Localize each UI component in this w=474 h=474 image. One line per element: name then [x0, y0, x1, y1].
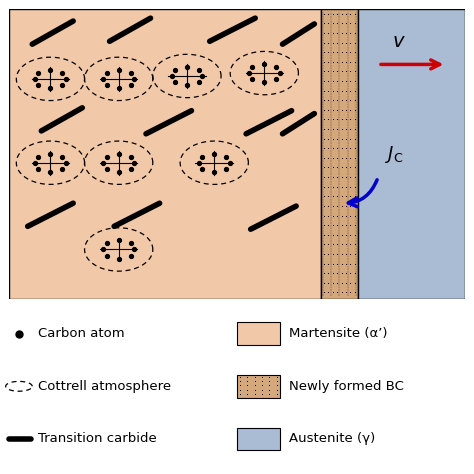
Text: Transition carbide: Transition carbide [38, 432, 157, 446]
Bar [237, 375, 280, 398]
Bar [237, 322, 280, 345]
Text: $J_\mathrm{C}$: $J_\mathrm{C}$ [385, 144, 403, 164]
Text: Carbon atom: Carbon atom [38, 327, 125, 340]
Bar [237, 428, 280, 450]
Bar [357, 9, 465, 299]
Text: Austenite (γ): Austenite (γ) [289, 432, 375, 446]
Bar [321, 9, 357, 299]
Text: Martensite (α’): Martensite (α’) [289, 327, 388, 340]
Text: $v$: $v$ [392, 32, 405, 51]
Text: Cottrell atmosphere: Cottrell atmosphere [38, 380, 171, 393]
Bar [9, 9, 321, 299]
Text: Newly formed BC: Newly formed BC [289, 380, 404, 393]
